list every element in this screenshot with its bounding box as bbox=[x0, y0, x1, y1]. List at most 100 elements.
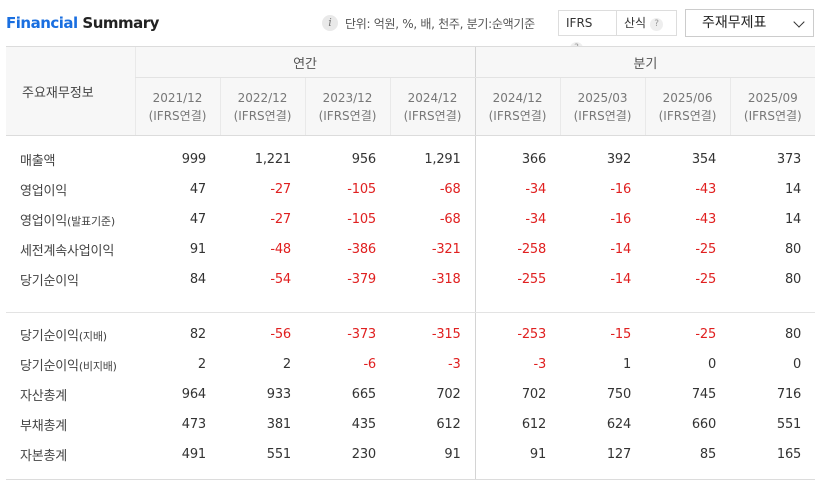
value-cell: 127 bbox=[606, 446, 632, 462]
row-label[interactable]: 부채총계 bbox=[6, 409, 135, 439]
formula-button[interactable]: 산식? bbox=[617, 10, 677, 36]
value-cell: 80 bbox=[784, 326, 802, 342]
period-date: 2022/12 bbox=[237, 90, 288, 105]
value-cell: 230 bbox=[351, 446, 376, 462]
value-cell: -16 bbox=[610, 181, 632, 197]
period-header[interactable]: 2021/12 (IFRS연결) bbox=[134, 77, 220, 136]
value-cell: 933 bbox=[266, 386, 291, 402]
period-header[interactable]: 2025/06 (IFRS연결) bbox=[644, 77, 731, 136]
value-cell: 0 bbox=[793, 356, 802, 372]
row-label[interactable]: 영업이익 bbox=[6, 174, 135, 204]
period-date: 2024/12 bbox=[492, 90, 543, 105]
value-cell: -3 bbox=[474, 349, 561, 379]
summary-header: Financial Summary i 단위: 억원, %, 배, 천주, 분기… bbox=[0, 0, 821, 55]
info-icon[interactable]: i bbox=[322, 15, 338, 31]
row-label[interactable]: 당기순이익(비지배) bbox=[6, 349, 135, 379]
table-row: 영업이익(발표기준) 47 -27 -105 -68 -34 -16 -43 14 bbox=[6, 204, 815, 234]
value-cell: 491 bbox=[181, 446, 206, 462]
period-header[interactable]: 2025/03 (IFRS연결) bbox=[559, 77, 646, 136]
section-divider bbox=[6, 294, 816, 313]
period-date: 2023/12 bbox=[322, 90, 373, 105]
row-label-text: 영업이익 bbox=[20, 213, 68, 229]
period-header[interactable]: 2025/09 (IFRS연결) bbox=[729, 77, 816, 136]
statement-type-value: 주재무제표 bbox=[702, 15, 767, 31]
value-cell: -14 bbox=[610, 241, 632, 257]
value-cell: -54 bbox=[270, 271, 291, 287]
period-header-row: 2021/12 (IFRS연결) 2022/12 (IFRS연결) 2023/12 (IF… bbox=[6, 77, 816, 136]
statement-type-select[interactable]: 주재무제표 bbox=[685, 9, 814, 37]
value-cell: 1,291 bbox=[424, 151, 461, 167]
period-basis: (IFRS연결) bbox=[233, 108, 292, 123]
value-cell: -68 bbox=[439, 211, 461, 227]
row-label[interactable]: 당기순이익(지배) bbox=[6, 313, 135, 350]
value-cell: -14 bbox=[610, 271, 632, 287]
period-basis: (IFRS연결) bbox=[743, 108, 802, 123]
financial-summary-table: 주요재무정보 연간 분기 2021/12 (IFRS연결) 2022/12 (IFRS… bbox=[6, 46, 816, 480]
value-cell: 473 bbox=[181, 416, 206, 432]
value-cell: -253 bbox=[474, 312, 561, 349]
table-row: 세전계속사업이익 91 -48 -386 -321 -258 -14 -25 80 bbox=[6, 234, 815, 264]
period-date: 2021/12 bbox=[152, 90, 203, 105]
period-header[interactable]: 2022/12 (IFRS연결) bbox=[219, 77, 305, 136]
period-basis: (IFRS연결) bbox=[148, 108, 207, 123]
value-cell: -105 bbox=[347, 181, 376, 197]
value-cell: 373 bbox=[776, 151, 802, 167]
value-cell: 165 bbox=[776, 446, 802, 462]
table-row: 매출액 999 1,221 956 1,291 366 392 354 373 bbox=[6, 135, 815, 175]
value-cell: -321 bbox=[431, 241, 461, 257]
row-label[interactable]: 자산총계 bbox=[6, 379, 135, 409]
value-cell: -6 bbox=[363, 356, 376, 372]
value-cell: 435 bbox=[351, 416, 376, 432]
value-cell: -15 bbox=[610, 326, 632, 342]
ifrs-button[interactable]: IFRS? bbox=[558, 10, 617, 55]
row-label-text: 당기순이익 bbox=[20, 358, 79, 374]
value-cell: -25 bbox=[695, 326, 717, 342]
row-label-text: 자본총계 bbox=[20, 448, 68, 464]
row-label[interactable]: 매출액 bbox=[6, 136, 135, 175]
ifrs-label: IFRS bbox=[566, 16, 593, 30]
formula-label: 산식 bbox=[624, 16, 647, 30]
period-basis: (IFRS연결) bbox=[573, 108, 632, 123]
title-rest: Summary bbox=[77, 14, 159, 32]
row-label-sub: (지배) bbox=[78, 329, 107, 343]
period-basis: (IFRS연결) bbox=[488, 108, 547, 123]
value-cell: -34 bbox=[474, 174, 561, 204]
value-cell: 47 bbox=[189, 211, 206, 227]
value-cell: 91 bbox=[444, 446, 461, 462]
period-header[interactable]: 2024/12 (IFRS연결) bbox=[474, 77, 561, 136]
row-label-text: 매출액 bbox=[20, 153, 56, 169]
value-cell: -16 bbox=[610, 211, 632, 227]
value-cell: -318 bbox=[431, 271, 461, 287]
value-cell: 964 bbox=[181, 386, 206, 402]
row-label[interactable]: 당기순이익 bbox=[6, 264, 135, 294]
period-header[interactable]: 2023/12 (IFRS연결) bbox=[304, 77, 390, 136]
help-icon[interactable]: ? bbox=[650, 18, 664, 31]
value-cell: 366 bbox=[474, 135, 561, 174]
value-cell: 0 bbox=[707, 356, 717, 372]
value-cell: -48 bbox=[270, 241, 291, 257]
value-cell: -34 bbox=[474, 204, 561, 234]
period-header[interactable]: 2024/12 (IFRS연결) bbox=[389, 77, 476, 136]
value-cell: 91 bbox=[189, 241, 206, 257]
row-header-label: 주요재무정보 bbox=[6, 46, 135, 136]
value-cell: -43 bbox=[695, 211, 717, 227]
row-label-text: 당기순이익 bbox=[20, 273, 79, 289]
table-row: 당기순이익(비지배) 2 2 -6 -3 -3 1 0 0 bbox=[6, 349, 815, 379]
value-cell: 702 bbox=[474, 379, 561, 409]
period-date: 2025/06 bbox=[662, 90, 713, 105]
value-cell: 91 bbox=[474, 439, 561, 469]
period-basis: (IFRS연결) bbox=[318, 108, 377, 123]
title-accent: Financial bbox=[6, 14, 78, 32]
row-label-text: 세전계속사업이익 bbox=[20, 243, 115, 259]
value-cell: 551 bbox=[776, 416, 802, 432]
value-cell: 716 bbox=[776, 386, 802, 402]
table-bottom-spacer bbox=[6, 469, 816, 480]
row-label[interactable]: 영업이익(발표기준) bbox=[6, 204, 135, 234]
row-label[interactable]: 세전계속사업이익 bbox=[6, 234, 135, 264]
value-cell: 702 bbox=[436, 386, 461, 402]
unit-note: 단위: 억원, %, 배, 천주, 분기:순액기준 bbox=[345, 17, 535, 31]
value-cell: -258 bbox=[474, 234, 561, 264]
row-label[interactable]: 자본총계 bbox=[6, 439, 135, 469]
value-cell: 999 bbox=[181, 151, 206, 167]
row-label-text: 당기순이익 bbox=[20, 328, 79, 344]
